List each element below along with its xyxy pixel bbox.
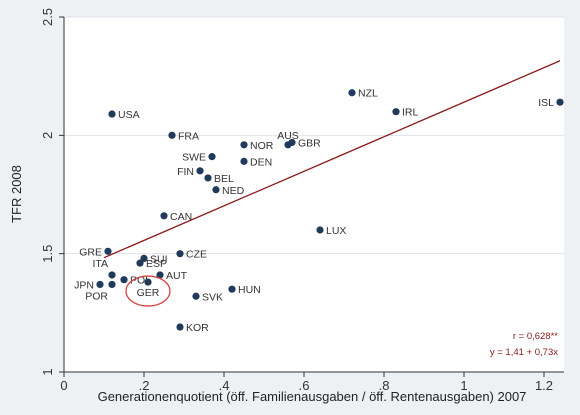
point-label-nor: NOR	[250, 140, 274, 152]
point-irl	[392, 108, 400, 116]
point-label-fin: FIN	[177, 166, 194, 178]
highlight-group	[125, 275, 171, 307]
point-label-gbr: GBR	[298, 137, 321, 149]
point-label-aus: AUS	[277, 130, 299, 142]
point-ita	[108, 271, 116, 279]
point-cze	[176, 250, 184, 258]
point-can	[160, 212, 168, 220]
point-fra	[168, 131, 176, 139]
x-axis-title: Generationenquotient (öff. Familienausga…	[98, 389, 527, 404]
point-label-lux: LUX	[326, 225, 346, 237]
point-swe	[208, 153, 216, 161]
point-label-usa: USA	[118, 109, 140, 121]
point-svk	[192, 292, 200, 300]
point-label-aut: AUT	[166, 270, 188, 282]
point-label-irl: IRL	[402, 107, 419, 119]
point-label-swe: SWE	[182, 152, 206, 164]
point-gre	[104, 247, 112, 255]
data-points	[96, 89, 564, 331]
y-tick-label-2: 2	[40, 132, 55, 139]
plot-area	[64, 17, 564, 372]
point-nor	[240, 141, 248, 149]
point-ger	[144, 278, 152, 286]
point-label-den: DEN	[250, 156, 272, 168]
point-ned	[212, 186, 220, 194]
x-tick-label-0: 0	[60, 378, 67, 393]
point-label-svk: SVK	[202, 291, 223, 303]
point-label-sui: SUI	[150, 253, 168, 265]
point-label-jpn: JPN	[74, 279, 94, 291]
point-lux	[316, 226, 324, 234]
y-tick-label-2-5: 2.5	[40, 8, 55, 26]
point-label-esp: ESP	[146, 258, 167, 270]
point-label-hun: HUN	[238, 284, 261, 296]
point-label-ger: GER	[137, 287, 160, 299]
point-pol	[120, 276, 128, 284]
point-label-isl: ISL	[538, 97, 554, 109]
axes: 0 .2 .4 .6 .8 1 1.2 1 1.5 2 2.5	[40, 8, 564, 393]
point-kor	[176, 323, 184, 331]
x-tick-label-1-2: 1.2	[535, 378, 553, 393]
point-jpn	[96, 280, 104, 289]
point-nzl	[348, 89, 356, 97]
fit-line	[103, 60, 561, 259]
point-sui	[140, 254, 148, 262]
y-tick-label-1: 1	[40, 368, 55, 375]
point-bel	[204, 174, 212, 182]
point-gbr	[288, 138, 296, 147]
regression-annotation: y = 1,41 + 0,73x	[490, 347, 558, 358]
y-tick-label-1-5: 1.5	[40, 245, 55, 263]
y-axis-title: TFR 2008	[9, 165, 24, 223]
point-usa	[108, 110, 116, 118]
x-tick-label-4: .4	[219, 378, 230, 393]
point-label-ned: NED	[222, 185, 245, 197]
x-tick-label-8: .8	[379, 378, 390, 393]
fit-line-group	[103, 60, 561, 259]
x-tick-label-6: .6	[299, 378, 310, 393]
point-hun	[228, 285, 236, 293]
point-den	[240, 157, 248, 165]
x-tick-label-2: .2	[139, 378, 150, 393]
point-fin	[196, 167, 204, 175]
point-por	[108, 280, 116, 289]
point-label-cze: CZE	[186, 249, 207, 261]
x-tick-label-1: 1	[460, 378, 467, 393]
point-isl	[556, 98, 564, 106]
point-label-pol: POL	[130, 275, 151, 287]
point-label-can: CAN	[170, 211, 192, 223]
point-aut	[156, 271, 164, 279]
highlight-circle-ger	[125, 275, 171, 307]
point-label-kor: KOR	[186, 322, 209, 334]
point-label-fra: FRA	[178, 130, 199, 142]
point-esp	[136, 259, 144, 267]
point-label-por: POR	[85, 290, 108, 302]
point-label-nzl: NZL	[358, 88, 378, 100]
point-label-bel: BEL	[214, 173, 234, 185]
point-label-ita: ITA	[92, 258, 108, 270]
point-label-gre: GRE	[79, 246, 102, 258]
correlation-annotation: r = 0,628**	[513, 331, 558, 342]
